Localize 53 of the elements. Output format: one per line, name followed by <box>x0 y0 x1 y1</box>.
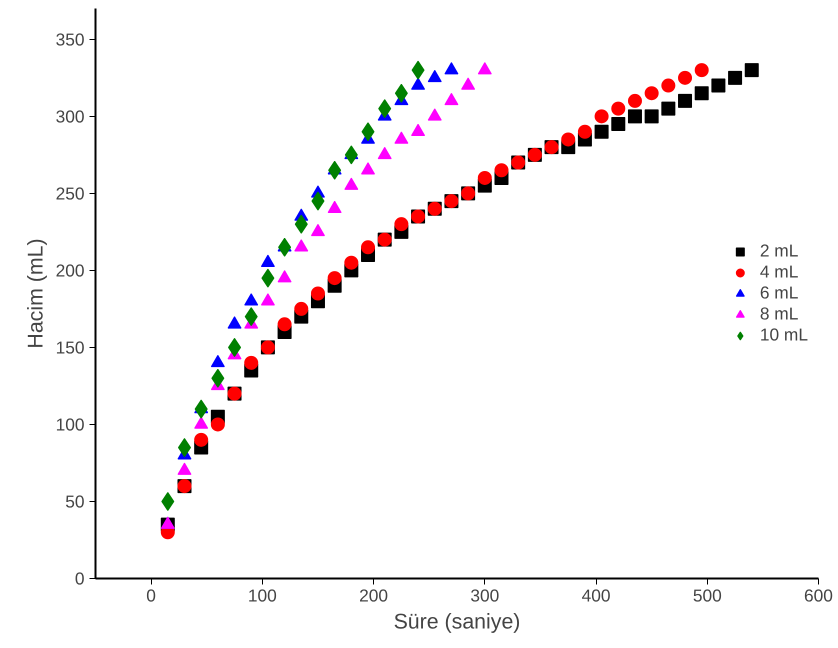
point <box>278 317 292 332</box>
point <box>628 109 642 124</box>
point <box>194 432 208 447</box>
point <box>594 109 609 124</box>
legend-label: 8 mL <box>760 304 798 324</box>
point <box>310 286 325 300</box>
point <box>611 117 626 132</box>
x-tick-label: 200 <box>359 586 388 606</box>
point <box>744 63 759 78</box>
legend-label: 6 mL <box>760 282 798 304</box>
point <box>678 70 692 85</box>
y-tick-label: 150 <box>56 337 85 358</box>
y-tick-label: 50 <box>65 491 85 512</box>
y-tick-label: 350 <box>56 29 85 50</box>
point <box>728 70 742 85</box>
x-tick-label: 0 <box>146 586 156 606</box>
point <box>328 271 342 286</box>
point <box>611 102 626 116</box>
point <box>661 78 676 93</box>
point <box>294 302 308 316</box>
x-tick-label: 100 <box>248 586 277 606</box>
x-tick-label: 600 <box>804 586 833 606</box>
x-tick-label: 500 <box>692 586 722 606</box>
point <box>694 63 709 78</box>
x-tick-label: 300 <box>470 586 500 606</box>
y-tick-label: 100 <box>56 414 85 434</box>
point <box>644 86 659 100</box>
point <box>594 124 609 139</box>
point <box>678 94 692 108</box>
point <box>394 217 408 232</box>
x-axis-title: Süre (saniye) <box>394 610 520 634</box>
point <box>661 102 676 116</box>
point <box>644 109 659 124</box>
legend-label: 4 mL <box>760 262 798 282</box>
y-tick-label: 200 <box>56 260 85 280</box>
y-axis-title: Hacim (mL) <box>24 238 48 349</box>
x-tick-label: 400 <box>582 586 611 606</box>
point <box>361 240 376 254</box>
point <box>210 417 225 432</box>
point <box>478 170 492 185</box>
point <box>578 124 592 139</box>
point <box>344 256 358 270</box>
y-tick-label: 300 <box>56 106 85 126</box>
legend-label: 10 mL <box>760 324 808 346</box>
point <box>628 94 642 108</box>
y-tick-label: 250 <box>56 183 85 204</box>
point <box>711 78 726 93</box>
point <box>561 132 576 146</box>
point <box>694 86 709 100</box>
point <box>244 356 258 370</box>
legend-label: 2 mL <box>760 240 798 262</box>
point <box>494 163 508 178</box>
y-tick-label: 0 <box>74 568 85 588</box>
